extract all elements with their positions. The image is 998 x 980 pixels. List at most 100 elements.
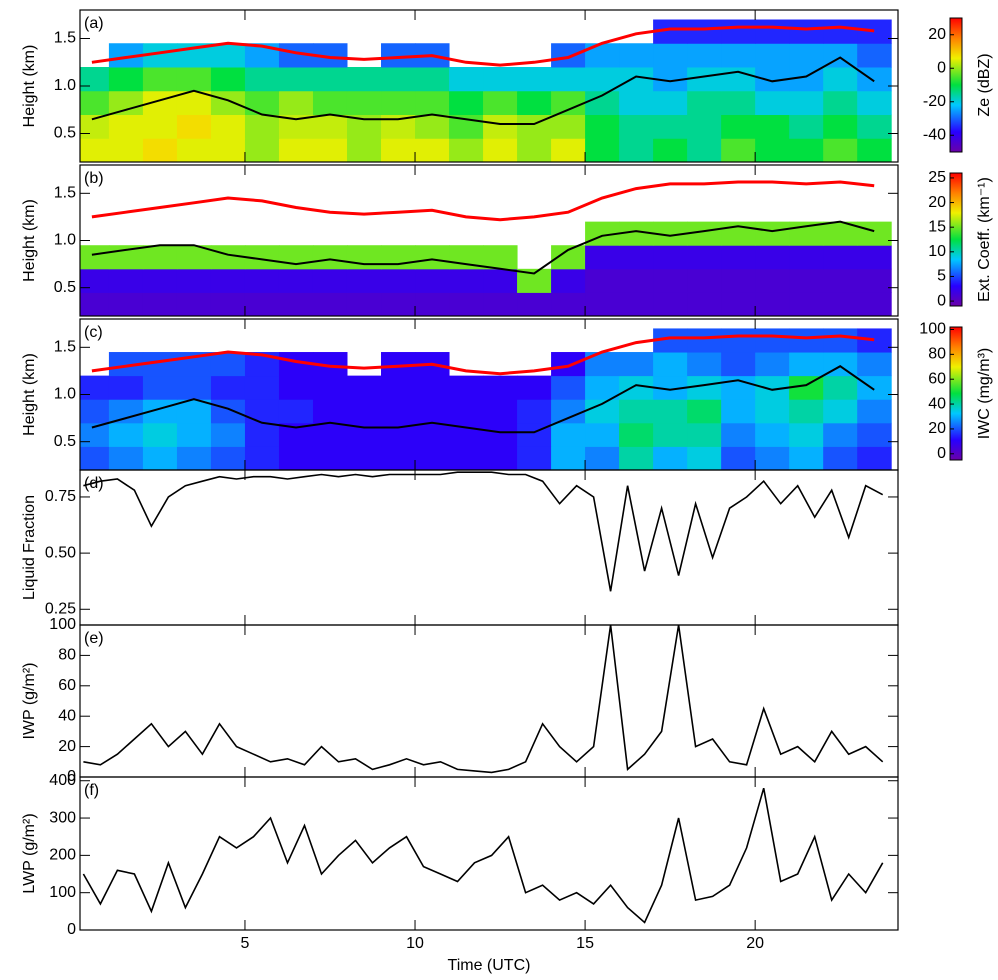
heat-cell bbox=[108, 422, 144, 447]
heat-cell bbox=[346, 446, 382, 470]
heat-cell bbox=[721, 90, 756, 115]
heat-cell bbox=[415, 446, 450, 470]
heat-cell bbox=[857, 90, 892, 115]
plot-area bbox=[80, 328, 892, 470]
heat-cell bbox=[176, 138, 212, 162]
heat-cell bbox=[80, 292, 110, 316]
colorbar-tick-label: 60 bbox=[928, 370, 946, 387]
heat-cell bbox=[823, 328, 858, 353]
heat-cell bbox=[415, 90, 450, 115]
heat-cell bbox=[312, 268, 348, 293]
y-tick-label: 20 bbox=[58, 738, 76, 755]
heat-cell bbox=[823, 446, 858, 470]
heat-cell bbox=[244, 446, 280, 470]
y-tick-label: 1.5 bbox=[54, 30, 76, 47]
plot-area bbox=[83, 625, 884, 774]
heat-cell bbox=[312, 422, 348, 447]
heat-cell bbox=[857, 43, 892, 68]
heat-cell bbox=[619, 292, 654, 316]
heat-cell bbox=[721, 399, 756, 424]
heat-cell bbox=[210, 422, 246, 447]
y-tick-label: 1.5 bbox=[54, 185, 76, 202]
heat-cell bbox=[142, 268, 178, 293]
heat-cell bbox=[278, 245, 314, 270]
heat-cell bbox=[483, 138, 518, 162]
heat-cell bbox=[108, 114, 144, 139]
heat-cell bbox=[857, 138, 892, 162]
plot-area bbox=[80, 180, 892, 316]
heat-cell bbox=[619, 90, 654, 115]
heat-cell bbox=[449, 90, 484, 115]
heat-cell bbox=[244, 114, 280, 139]
heat-cell bbox=[687, 114, 722, 139]
colorbar-tick-label: -20 bbox=[923, 93, 946, 110]
heat-cell bbox=[687, 221, 722, 246]
heat-cell bbox=[653, 138, 688, 162]
heat-cell bbox=[142, 67, 178, 92]
heat-cell bbox=[80, 138, 110, 162]
heat-cell bbox=[108, 90, 144, 115]
heat-cell bbox=[551, 90, 586, 115]
heat-cell bbox=[278, 138, 314, 162]
heat-cell bbox=[585, 268, 620, 293]
data-line bbox=[82, 787, 884, 924]
heat-cell bbox=[517, 446, 552, 470]
plot-area bbox=[80, 19, 892, 162]
heat-cell bbox=[551, 114, 586, 139]
heat-cell bbox=[585, 67, 620, 92]
heat-cell bbox=[755, 90, 790, 115]
heat-cell bbox=[721, 114, 756, 139]
heat-cell bbox=[823, 90, 858, 115]
heat-cell bbox=[857, 328, 892, 353]
boundary-line bbox=[91, 56, 875, 125]
heat-cell bbox=[551, 399, 586, 424]
colorbar-label: Ze (dBZ) bbox=[976, 53, 993, 116]
heat-cell bbox=[176, 292, 212, 316]
heat-cell bbox=[108, 138, 144, 162]
heat-cell bbox=[857, 67, 892, 92]
heat-cell bbox=[823, 245, 858, 270]
heat-cell bbox=[449, 292, 484, 316]
heat-cell bbox=[244, 375, 280, 400]
heat-cell bbox=[823, 114, 858, 139]
heat-cell bbox=[210, 43, 246, 68]
heat-cell bbox=[346, 90, 382, 115]
heat-cell bbox=[687, 19, 722, 44]
heat-cell bbox=[653, 399, 688, 424]
panel-label: (a) bbox=[84, 15, 104, 32]
heat-cell bbox=[449, 446, 484, 470]
heat-cell bbox=[619, 114, 654, 139]
heat-cell bbox=[755, 43, 790, 68]
heat-cell bbox=[789, 245, 824, 270]
y-tick-label: 100 bbox=[49, 884, 76, 901]
heat-cell bbox=[755, 268, 790, 293]
heat-cell bbox=[381, 67, 416, 92]
heat-cell bbox=[551, 446, 586, 470]
heat-cell bbox=[857, 292, 892, 316]
heat-cell bbox=[312, 245, 348, 270]
plot-area bbox=[83, 471, 884, 592]
heat-cell bbox=[687, 292, 722, 316]
heat-cell bbox=[687, 422, 722, 447]
heat-cell bbox=[517, 292, 552, 316]
heat-cell bbox=[142, 245, 178, 270]
heat-cell bbox=[823, 399, 858, 424]
y-axis-label: Height (km) bbox=[21, 353, 38, 436]
heat-cell bbox=[551, 352, 586, 377]
heat-cell bbox=[176, 422, 212, 447]
y-tick-label: 40 bbox=[58, 707, 76, 724]
colorbar-tick-label: 10 bbox=[928, 243, 946, 260]
y-tick-label: 200 bbox=[49, 847, 76, 864]
heat-cell bbox=[721, 67, 756, 92]
heat-cell bbox=[483, 245, 518, 270]
heat-cell bbox=[483, 422, 518, 447]
heat-cell bbox=[176, 67, 212, 92]
heat-cell bbox=[823, 19, 858, 44]
heat-cell bbox=[653, 446, 688, 470]
heat-cell bbox=[244, 292, 280, 316]
heat-cell bbox=[857, 221, 892, 246]
heat-cell bbox=[551, 422, 586, 447]
heat-cell bbox=[449, 399, 484, 424]
heat-cell bbox=[619, 138, 654, 162]
heat-cell bbox=[312, 446, 348, 470]
